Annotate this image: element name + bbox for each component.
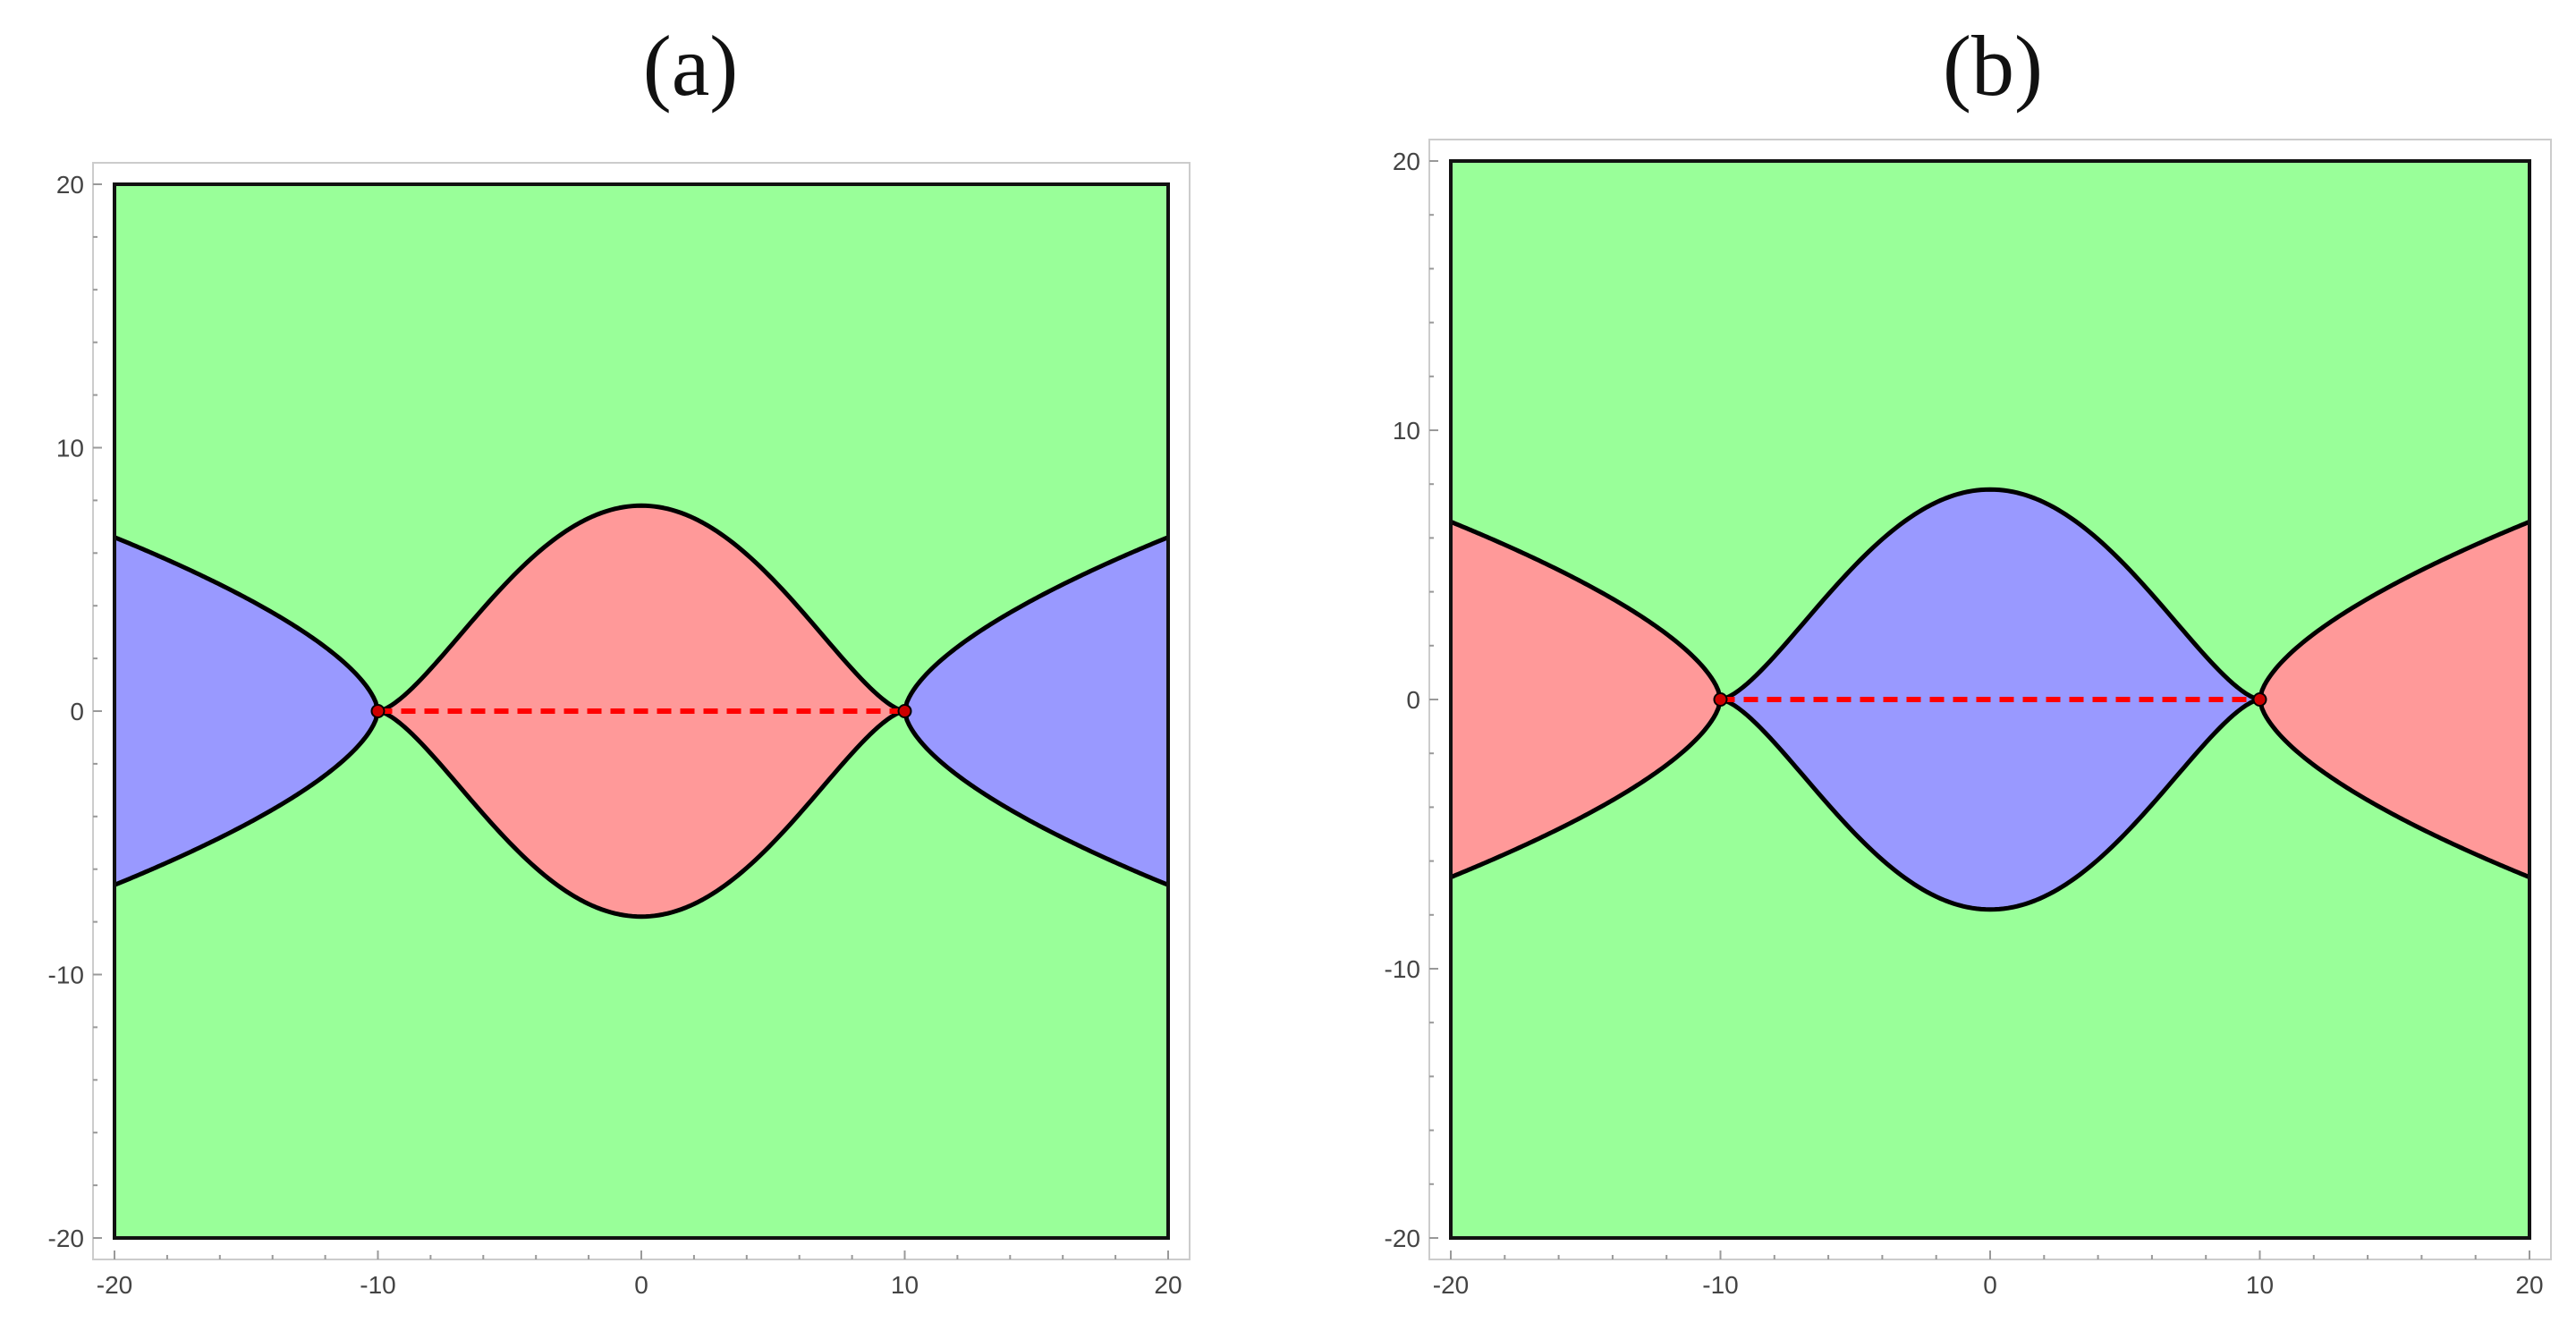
- panel-b-x-tick-label: 0: [1983, 1271, 1997, 1299]
- panel-b-x-tick-label: 10: [2246, 1271, 2274, 1299]
- panel-a-x-tick-label: 20: [1154, 1271, 1182, 1299]
- panel-a-y-tick-label: -10: [48, 962, 84, 989]
- panel-a-left-wedge-lower-boundary: [114, 710, 380, 887]
- panel-a-right-wedge-upper-boundary: [902, 535, 1169, 712]
- panel-b-left-wedge-lower-boundary: [1450, 699, 1723, 879]
- panel-b-y-tick-label: -10: [1385, 955, 1420, 983]
- panel-b-x-tick-label: -10: [1702, 1271, 1738, 1299]
- panel-b-branch-point-1: [1713, 692, 1728, 707]
- panel-a-x-tick-label: -20: [97, 1271, 132, 1299]
- panel-b-title: (b): [1943, 18, 2043, 114]
- panel-b-y-tick-label: 10: [1393, 417, 1420, 445]
- panel-a-plot-border: [113, 182, 1170, 1240]
- panel-a-x-tick-label: -10: [360, 1271, 395, 1299]
- panel-b-y-tick-label: 0: [1406, 686, 1420, 714]
- panel-a-y-tick-label: 10: [56, 435, 84, 462]
- panel-b-x-tick-label: 20: [2515, 1271, 2543, 1299]
- panel-b-right-wedge-upper-boundary: [2258, 520, 2530, 700]
- panel-a-y-tick-label: 20: [56, 171, 84, 199]
- panel-a-left-wedge: [114, 537, 378, 886]
- panel-b-plot-border: [1449, 159, 2531, 1240]
- panel-b-right-wedge-lower-boundary: [2258, 699, 2530, 879]
- panel-b-y-tick-label: 20: [1393, 148, 1420, 175]
- panel-a-y-tick-label: -20: [48, 1225, 84, 1252]
- panel-b-branch-point-2: [2252, 692, 2267, 707]
- panel-b-x-tick-label: -20: [1433, 1271, 1469, 1299]
- panel-a-x-tick-label: 0: [634, 1271, 648, 1299]
- panel-a-title: (a): [642, 18, 739, 114]
- panel-a-left-wedge-upper-boundary: [114, 535, 380, 712]
- panel-b-y-tick-label: -20: [1385, 1225, 1420, 1252]
- panel-a-y-tick-label: 0: [70, 698, 84, 725]
- panel-b-left-wedge-upper-boundary: [1450, 520, 1723, 700]
- panel-a-branch-point-2: [897, 704, 912, 718]
- panel-a-right-wedge: [904, 537, 1168, 886]
- panel-a-x-tick-label: 10: [891, 1271, 919, 1299]
- panel-a-right-wedge-lower-boundary: [902, 710, 1169, 887]
- panel-b-left-wedge: [1451, 521, 1721, 877]
- panel-b-right-wedge: [2259, 521, 2529, 877]
- panel-a-branch-point-1: [370, 704, 386, 718]
